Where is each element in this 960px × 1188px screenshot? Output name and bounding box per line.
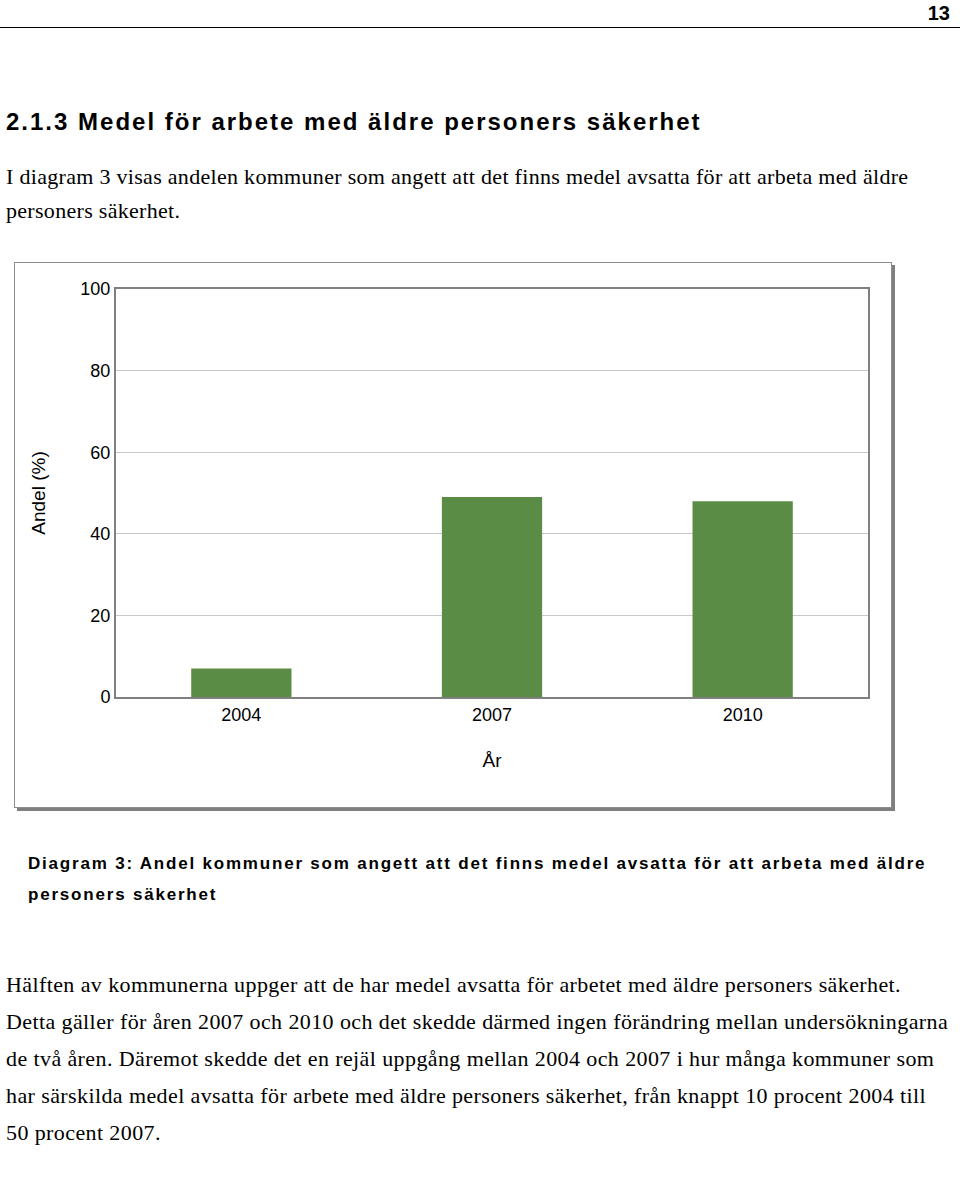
svg-text:80: 80 — [90, 361, 110, 381]
svg-text:0: 0 — [100, 687, 110, 707]
html-text:13: 13 — [927, 2, 950, 24]
html-text:I diagram 3 visas andelen komm: I diagram 3 visas andelen kommuner som a… — [6, 164, 909, 223]
svg-text:60: 60 — [90, 443, 110, 463]
svg-text:20: 20 — [90, 606, 110, 626]
svg-text:Andel (%): Andel (%) — [28, 451, 49, 534]
svg-text:100: 100 — [80, 279, 110, 299]
html-text:Diagram 3: Andel kommuner som: Diagram 3: Andel kommuner som angett att… — [28, 854, 927, 904]
svg-text:2010: 2010 — [723, 705, 763, 725]
html-text:2.1.3 Medel för arbete med äld: 2.1.3 Medel för arbete med äldre persone… — [6, 108, 702, 135]
svg-text:År: År — [483, 750, 503, 771]
svg-text:2007: 2007 — [472, 705, 512, 725]
html-text:Hälften av kommunerna uppger a: Hälften av kommunerna uppger att de har … — [6, 972, 949, 1145]
svg-text:40: 40 — [90, 524, 110, 544]
svg-text:2004: 2004 — [221, 705, 261, 725]
